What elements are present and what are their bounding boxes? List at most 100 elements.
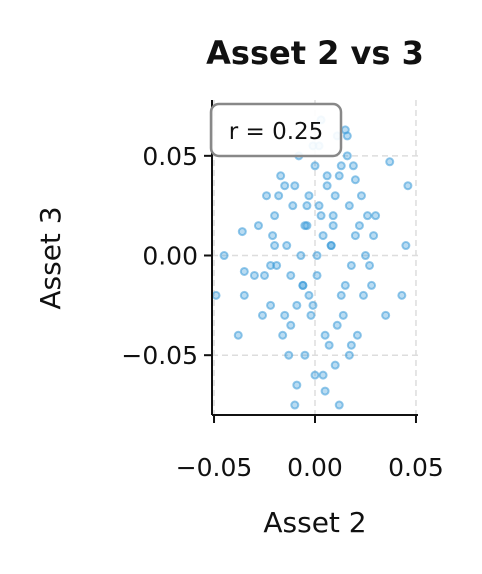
point bbox=[312, 270, 322, 280]
point bbox=[365, 260, 375, 270]
point bbox=[249, 270, 259, 280]
point bbox=[332, 320, 342, 330]
point bbox=[346, 340, 356, 350]
point bbox=[278, 330, 288, 340]
point bbox=[266, 260, 276, 270]
point bbox=[257, 310, 267, 320]
point bbox=[284, 350, 294, 360]
x-tick-label: 0.00 bbox=[287, 453, 343, 482]
point bbox=[342, 131, 352, 141]
point bbox=[338, 310, 348, 320]
point bbox=[381, 310, 391, 320]
point bbox=[352, 330, 362, 340]
point bbox=[288, 201, 298, 211]
x-tick-label: −0.05 bbox=[176, 453, 253, 482]
point bbox=[318, 231, 328, 241]
point bbox=[262, 191, 272, 201]
point bbox=[322, 171, 332, 181]
point bbox=[239, 290, 249, 300]
annotation: r = 0.25 bbox=[229, 119, 324, 145]
point bbox=[292, 300, 302, 310]
point bbox=[316, 211, 326, 221]
point bbox=[367, 280, 377, 290]
point bbox=[320, 330, 330, 340]
point bbox=[270, 241, 280, 251]
point bbox=[306, 310, 316, 320]
point bbox=[286, 270, 296, 280]
point bbox=[270, 211, 280, 221]
point bbox=[358, 290, 368, 300]
point bbox=[360, 251, 370, 261]
point bbox=[354, 221, 364, 231]
point bbox=[286, 320, 296, 330]
point bbox=[340, 280, 350, 290]
point bbox=[308, 300, 318, 310]
point bbox=[363, 211, 373, 221]
point bbox=[239, 266, 249, 276]
y-tick-label: −0.05 bbox=[121, 341, 198, 370]
point bbox=[326, 241, 336, 251]
point bbox=[330, 191, 340, 201]
y-axis-label: Asset 3 bbox=[34, 206, 67, 309]
point bbox=[268, 231, 278, 241]
point bbox=[401, 241, 411, 251]
point bbox=[334, 400, 344, 410]
point bbox=[371, 211, 381, 221]
y-tick-label: 0.00 bbox=[142, 242, 198, 271]
point bbox=[336, 161, 346, 171]
point bbox=[211, 290, 221, 300]
point bbox=[280, 181, 290, 191]
point bbox=[336, 290, 346, 300]
point bbox=[328, 211, 338, 221]
chart-title: Asset 2 vs 3 bbox=[206, 34, 424, 72]
point bbox=[290, 181, 300, 191]
x-axis-label: Asset 2 bbox=[263, 506, 366, 539]
point bbox=[320, 386, 330, 396]
point bbox=[324, 340, 334, 350]
point bbox=[304, 191, 314, 201]
point bbox=[312, 251, 322, 261]
point bbox=[350, 175, 360, 185]
point bbox=[282, 241, 292, 251]
point bbox=[356, 191, 366, 201]
point bbox=[322, 181, 332, 191]
point bbox=[237, 227, 247, 237]
point bbox=[290, 400, 300, 410]
point bbox=[304, 290, 314, 300]
point bbox=[310, 370, 320, 380]
y-tick-label: 0.05 bbox=[142, 142, 198, 171]
point bbox=[276, 171, 286, 181]
point bbox=[296, 251, 306, 261]
point bbox=[253, 221, 263, 231]
point bbox=[298, 280, 308, 290]
point bbox=[318, 370, 328, 380]
point bbox=[334, 171, 344, 181]
point bbox=[300, 350, 310, 360]
point bbox=[280, 310, 290, 320]
point bbox=[219, 251, 229, 261]
point bbox=[328, 221, 338, 231]
point bbox=[348, 161, 358, 171]
x-tick-label: 0.05 bbox=[388, 453, 444, 482]
annotation-box bbox=[209, 102, 343, 158]
point bbox=[266, 300, 276, 310]
point bbox=[292, 380, 302, 390]
point bbox=[369, 231, 379, 241]
point bbox=[302, 201, 312, 211]
point bbox=[260, 270, 270, 280]
point bbox=[342, 151, 352, 161]
point bbox=[330, 360, 340, 370]
point bbox=[314, 201, 324, 211]
point bbox=[350, 231, 360, 241]
point bbox=[233, 330, 243, 340]
point bbox=[310, 161, 320, 171]
point bbox=[346, 260, 356, 270]
point bbox=[344, 350, 354, 360]
point bbox=[403, 181, 413, 191]
point bbox=[274, 191, 284, 201]
point bbox=[385, 157, 395, 167]
point bbox=[344, 201, 354, 211]
point bbox=[300, 221, 310, 231]
point bbox=[397, 290, 407, 300]
